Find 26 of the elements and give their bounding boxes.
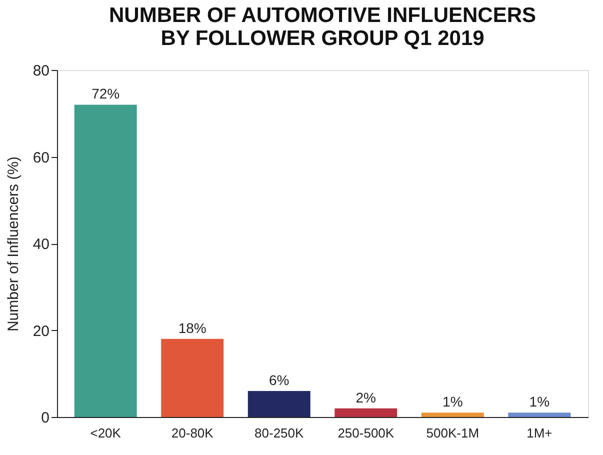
bar [421, 412, 484, 417]
text: BY FOLLOWER GROUP Q1 2019 [160, 27, 484, 50]
y-tick-label: 60 [32, 149, 50, 166]
bar [74, 104, 137, 417]
y-tick-label: 0 [41, 410, 50, 426]
x-tick-label: 1M+ [526, 426, 552, 440]
y-tick-label: 80 [32, 62, 50, 80]
x-tick-label: 500K-1M [426, 426, 480, 440]
bar [248, 390, 310, 417]
data-label: 72% [92, 86, 120, 102]
text: NUMBER OF AUTOMOTIVE INFLUENCERS [108, 4, 536, 27]
bar [161, 338, 224, 417]
bar [508, 412, 571, 417]
data-label: 2% [356, 389, 376, 406]
y-axis-title: Number of Influencers (%) [4, 156, 22, 332]
y-tick-label: 40 [32, 236, 50, 253]
x-tick-label: 20-80K [171, 426, 214, 440]
data-label: 1% [529, 394, 550, 410]
x-tick-label: 80-250K [254, 426, 304, 440]
x-tick-label: 250-500K [338, 426, 394, 440]
x-tick-label: <20K [90, 426, 122, 440]
data-label: 1% [442, 394, 463, 410]
bar [334, 408, 398, 417]
data-label: 6% [269, 372, 290, 388]
y-tick-label: 20 [32, 322, 50, 340]
data-label: 18% [178, 320, 206, 336]
